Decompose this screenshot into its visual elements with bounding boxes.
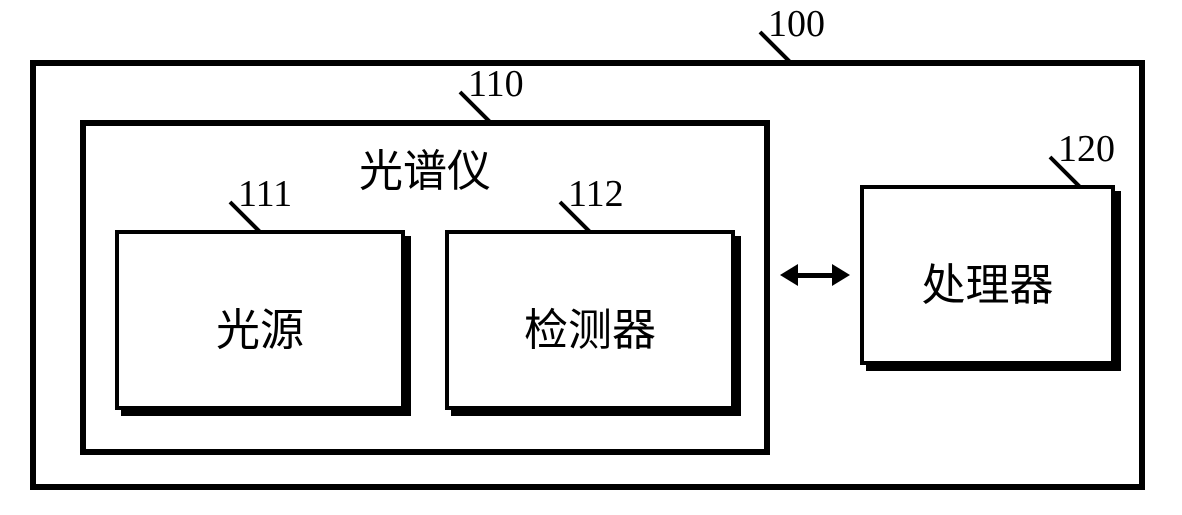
bidirectional-arrow <box>0 0 1182 515</box>
diagram-canvas: 100 110 光谱仪 111 光源 112 检测器 120 处理器 <box>0 0 1182 515</box>
